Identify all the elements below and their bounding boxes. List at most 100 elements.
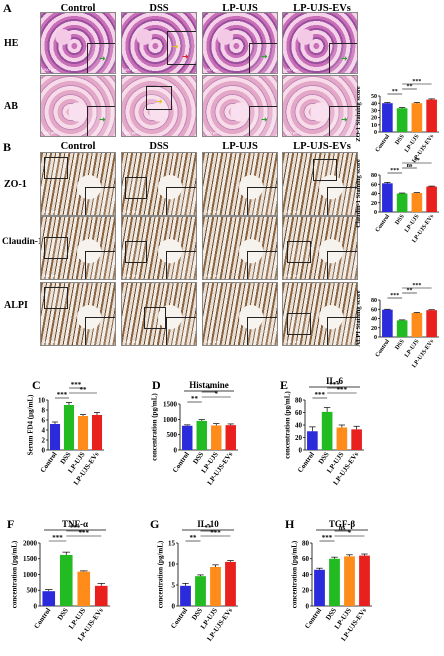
tnf-sig-label: *** [79,529,90,537]
il6-ytick-label: 0 [299,446,303,454]
il6-bar-2 [336,427,348,450]
il6-category-label: DSS [317,450,331,465]
panel-label-a: A [3,1,12,15]
col-head-control-b: Control [60,141,96,152]
tgf-bar-3 [359,555,370,606]
panel-label-c: C [32,378,41,392]
tgf-title: TGF-β [329,519,355,529]
il10-bar-1 [195,576,206,606]
il6-sig-label: *** [337,386,348,394]
col-head-lpujsevs-b: LP-UJS-EVs [293,141,351,152]
il10-title: IL-10 [197,519,219,529]
il6-bar-0 [307,431,318,450]
scale-bar-label: 100 μm [124,339,138,344]
il10-bar-0 [180,585,191,606]
micrograph-claudin-dss: 100 μm [121,216,197,280]
il6-title: IL-6 [326,376,344,386]
alpi-bar-2 [411,312,423,337]
il6-sig-label: *** [315,391,326,399]
il10-ytick-label: 0 [172,602,176,610]
claudin-bar-0 [382,183,393,212]
panel-label-f: F [7,517,15,531]
histamine-sig-label: * [215,390,219,398]
micrograph-zo1-lpujsevs: 100 μm [282,152,358,216]
scale-bar-label: 100 μm [124,130,138,135]
claudin-bar-2 [411,193,423,212]
alpi-bar-0 [382,309,393,337]
zo1-ytick-label: 30 [371,109,377,115]
tgf-ytick-label: 40 [302,571,310,579]
alpi-ytick-label: 40 [371,317,377,323]
zo1-ylabel: ZO-1 Staining score [355,86,362,142]
alpi-ytick-label: 0 [374,335,377,341]
alpi-ylabel: ALPI Staining score [355,290,362,346]
fd4-ytick-label: 10 [38,396,46,404]
zo1-ytick-label: 50 [371,94,377,100]
tgf-ytick-label: 0 [306,602,310,610]
tnf-bar-2 [77,571,91,606]
micrograph-ab-lpujs: ➜ 100 μm [202,75,278,137]
claudin-ytick-label: 40 [371,192,377,198]
tgf-sig-label: *** [322,534,333,542]
il6-ytick-label: 60 [295,409,303,417]
micrograph-he-dss: ➜ ➜ 100 μm [121,12,197,74]
fd4-bar-0 [49,424,61,450]
alpi-bar-1 [396,320,408,337]
fd4-sig-label: ** [80,386,88,394]
il10-ytick-label: 15 [168,539,176,547]
tnf-bar-0 [42,591,56,606]
panel-label-d: D [152,378,161,392]
alpi-category-label: Control [375,338,392,358]
col-head-lpujs-b: LP-UJS [222,141,258,152]
fd4-sig-label: *** [57,391,68,399]
scale-bar-label: 100 μm [124,209,138,214]
tnf-sig-label: *** [52,534,63,542]
micrograph-ab-dss: ➜ 100 μm [121,75,197,137]
scale-bar-label: 100 μm [205,339,219,344]
fd4-bar-1 [63,405,75,450]
il10-ytick-label: 10 [168,560,176,568]
micrograph-he-lpujs: ➜ 100 μm [202,12,278,74]
scale-bar-label: 100 μm [205,209,219,214]
micrograph-zo1-dss: 100 μm [121,152,197,216]
tgf-bar-2 [344,556,355,606]
claudin-sig-label: *** [390,168,399,174]
histamine-bar-3 [225,425,236,450]
histamine-ylabel: concentration (pg/mL) [151,393,159,461]
zo1-ytick-label: 40 [371,101,377,107]
scale-bar-label: 100 μm [285,130,299,135]
scale-bar-label: 100 μm [124,273,138,278]
il10-bar-2 [210,566,221,606]
tgf-ytick-label: 80 [302,539,310,547]
tnf-ytick-label: 0 [34,602,38,610]
zo1-category-label: Control [375,133,392,153]
col-head-lpujs-a: LP-UJS [222,3,258,14]
micrograph-he-control: ➜ 100 μm [40,12,116,74]
claudin-bar-3 [426,186,437,212]
tnf-sig-label: *** [70,524,81,532]
micrograph-zo1-lpujs: 100 μm [202,152,278,216]
scale-bar-label: 100 μm [285,339,299,344]
zo1-ytick-label: 20 [371,116,377,122]
zo1-bar-0 [382,103,393,132]
zo1-bar-2 [411,103,423,132]
col-head-dss-a: DSS [149,3,169,14]
row-label-alpi: ALPI [4,300,28,311]
il10-ytick-label: 5 [172,581,176,589]
scale-bar-label: 100 μm [205,273,219,278]
micrograph-claudin-control: 100 μm [40,216,116,280]
tgf-ytick-label: 20 [302,587,310,595]
scale-bar-label: 100 μm [43,209,57,214]
il10-category-label: DSS [190,606,204,621]
histamine-ytick-label: 1500 [163,400,178,408]
tnf-title: TNF-α [62,519,88,529]
claudin-sig-label: ** [414,158,420,164]
fd4-ytick-label: 6 [42,416,46,424]
il10-bar-3 [225,561,236,606]
panel-label-e: E [280,378,289,392]
fd4-bar-3 [91,415,103,450]
tnf-bar-3 [94,585,108,606]
col-head-dss-b: DSS [149,141,169,152]
fd4-ytick-label: 0 [42,446,46,454]
